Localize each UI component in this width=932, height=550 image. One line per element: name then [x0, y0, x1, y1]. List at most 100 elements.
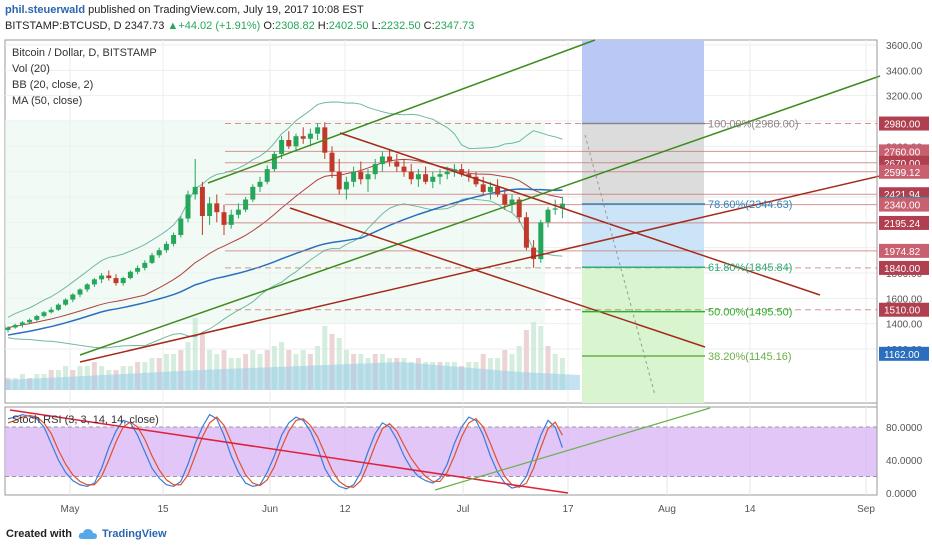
- low-value: 2232.50: [380, 20, 421, 32]
- publish-line: phil.steuerwald published on TradingView…: [5, 4, 364, 16]
- volume-bar: [178, 350, 184, 390]
- candle-body: [480, 184, 486, 192]
- volume-bar: [279, 342, 285, 390]
- candle-body: [149, 255, 155, 263]
- candle-body: [264, 169, 270, 182]
- candle-body: [394, 161, 400, 167]
- fib-labels: 100.00%(2980.00) 78.60%(2344.63) 61.80%(18…: [582, 119, 799, 363]
- trend-lines[interactable]: [79, 39, 898, 396]
- candle-body: [509, 199, 515, 205]
- stoch-axis-label: 40.0000: [886, 456, 923, 467]
- indicator-legend: Bitcoin / Dollar, D, BITSTAMP Vol (20) B…: [12, 47, 159, 426]
- candle-body: [192, 186, 198, 195]
- candle-body: [343, 181, 349, 190]
- candle-body: [135, 267, 141, 272]
- axis-tick-label: 3600.00: [886, 41, 923, 52]
- projection-dotted: [584, 134, 656, 396]
- candle-body: [430, 176, 436, 182]
- candle-body: [77, 289, 83, 295]
- candle-body: [552, 208, 558, 210]
- fib-label: 50.00%(1495.50): [708, 307, 792, 319]
- volume-bar: [552, 354, 558, 390]
- ohlc-line: BITSTAMP:BTCUSD, D 2347.73 ▲+44.02 (+1.9…: [5, 20, 474, 32]
- price-chart[interactable]: 100.00%(2980.00) 78.60%(2344.63) 61.80%(18…: [0, 36, 932, 520]
- fib-zones: [5, 40, 704, 403]
- candle-body: [502, 194, 508, 205]
- candle-body: [531, 247, 537, 260]
- time-tick-label: 12: [339, 504, 351, 515]
- candle-body: [34, 316, 40, 320]
- candle-body: [423, 174, 429, 182]
- candle-body: [495, 186, 501, 195]
- price-badge-label: 1162.00: [884, 350, 920, 361]
- candle-body: [55, 304, 61, 310]
- fib-label: 61.80%(1845.84): [708, 262, 792, 274]
- trend-red-falling-lower: [289, 207, 706, 348]
- candle-body: [336, 171, 342, 190]
- legend-title: Bitcoin / Dollar, D, BITSTAMP: [12, 47, 157, 59]
- price-badge: [879, 164, 929, 179]
- time-tick-label: 15: [157, 504, 169, 515]
- candle-body: [372, 164, 378, 175]
- candle-body: [185, 194, 191, 219]
- price-badge: [879, 260, 929, 275]
- candle-body: [84, 284, 90, 290]
- candle-body: [387, 156, 393, 162]
- zone-gray: [582, 123, 704, 205]
- fib-label: 38.20%(1145.16): [708, 351, 792, 363]
- candle-body: [142, 262, 148, 268]
- candle-body: [559, 203, 565, 209]
- candle-body: [235, 209, 241, 215]
- candle-body: [250, 186, 256, 200]
- candle-body: [358, 171, 364, 180]
- stoch-axis-label: 0.0000: [886, 489, 917, 500]
- time-tick-label: Jun: [262, 504, 278, 515]
- volume-bar: [336, 338, 342, 390]
- ma-line: [7, 188, 563, 336]
- candle-body: [99, 275, 105, 280]
- symbol-text: BITSTAMP:BTCUSD, D: [5, 20, 122, 32]
- open-label: O:: [263, 20, 275, 32]
- stoch-d: [7, 414, 563, 488]
- volume-bar: [545, 346, 551, 390]
- price-badge: [879, 116, 929, 131]
- price-badge-label: 2980.00: [884, 120, 921, 131]
- axis-tick-label: 3200.00: [886, 92, 923, 103]
- candle-body: [451, 169, 457, 172]
- volume-bar: [185, 342, 191, 390]
- stoch-rsi: [5, 407, 877, 494]
- candle-body: [523, 217, 529, 248]
- trend-red-rising: [79, 171, 898, 363]
- candle-body: [5, 327, 11, 330]
- stoch-axis-label: 80.0000: [886, 423, 923, 434]
- volume-bar: [199, 334, 205, 390]
- candle-body: [113, 278, 119, 284]
- candle-body: [466, 174, 472, 177]
- volume-bar: [559, 358, 565, 390]
- candle-body: [293, 136, 299, 147]
- volume-bar: [192, 318, 198, 390]
- close-value: 2347.73: [434, 20, 475, 32]
- candle-body: [257, 181, 263, 187]
- last-price: 2347.73: [124, 20, 165, 32]
- candle-body: [444, 171, 450, 175]
- volume-bars: [5, 318, 580, 390]
- price-badge-label: 2421.94: [884, 190, 921, 201]
- author-link[interactable]: phil.steuerwald: [5, 4, 86, 16]
- candle-body: [545, 209, 551, 223]
- candle-body: [415, 174, 421, 180]
- candle-body: [178, 218, 184, 235]
- candle-body: [408, 171, 414, 180]
- stoch-trend-red: [9, 409, 569, 494]
- created-with-text: Created with: [6, 528, 73, 540]
- volume-bar: [502, 350, 508, 390]
- volume-bar: [523, 330, 529, 390]
- price-badge-label: 2340.00: [884, 201, 921, 212]
- candle-body: [156, 250, 162, 256]
- candle-body: [70, 294, 76, 300]
- price-badge-label: 2760.00: [884, 147, 921, 158]
- candle-body: [459, 169, 465, 175]
- triangle-up-icon: ▲: [167, 20, 179, 32]
- tradingview-brand[interactable]: TradingView: [102, 528, 167, 540]
- candle-body: [271, 153, 277, 170]
